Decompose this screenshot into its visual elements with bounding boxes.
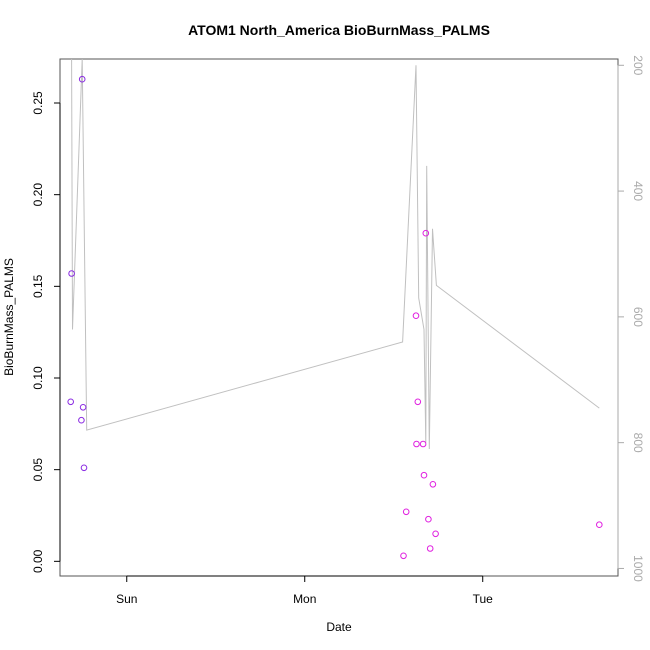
y-axis-left: 0.00 0.05 0.10 0.15 0.20 0.25 xyxy=(31,91,61,573)
data-point xyxy=(432,530,439,538)
data-point xyxy=(412,312,420,320)
y-tick-label: 0.20 xyxy=(31,183,45,207)
data-point xyxy=(413,440,420,448)
pressure-line xyxy=(71,59,600,450)
data-point xyxy=(426,545,434,552)
data-point xyxy=(420,471,428,479)
x-axis: Sun Mon Tue xyxy=(116,575,494,606)
y2-tick-label: 600 xyxy=(631,307,645,327)
x-axis-label: Date xyxy=(326,620,352,634)
data-point xyxy=(425,515,432,523)
y2-tick-label: 400 xyxy=(631,181,645,201)
data-point xyxy=(79,404,87,411)
y-tick-label: 0.10 xyxy=(31,366,45,390)
y2-tick-label: 1000 xyxy=(631,555,645,582)
data-point xyxy=(429,481,437,488)
y-tick-label: 0.15 xyxy=(31,274,45,298)
x-tick-label: Sun xyxy=(116,592,137,606)
y2-tick-label: 200 xyxy=(631,55,645,75)
data-point xyxy=(80,464,88,472)
data-point xyxy=(414,398,422,406)
x-tick-label: Mon xyxy=(293,592,316,606)
data-point xyxy=(78,75,86,83)
y-axis-right: 200 400 600 800 1000 xyxy=(617,55,645,582)
pressure-line-layer xyxy=(71,59,600,450)
y-tick-label: 0.25 xyxy=(31,91,45,115)
y-axis-label: BioBurnMass_PALMS xyxy=(2,258,16,376)
plot-frame xyxy=(59,58,619,577)
data-point xyxy=(402,508,410,516)
y2-tick-label: 800 xyxy=(631,433,645,453)
data-point xyxy=(68,270,75,277)
data-point xyxy=(67,398,74,406)
chart-title: ATOM1 North_America BioBurnMass_PALMS xyxy=(188,22,490,38)
y-tick-label: 0.05 xyxy=(31,458,45,482)
data-point xyxy=(78,416,85,424)
y-tick-label: 0.00 xyxy=(31,549,45,573)
data-point xyxy=(596,521,603,529)
data-points-layer xyxy=(67,75,603,560)
x-tick-label: Tue xyxy=(473,592,494,606)
data-point xyxy=(422,229,430,237)
data-point xyxy=(419,440,427,448)
data-point xyxy=(400,552,407,560)
